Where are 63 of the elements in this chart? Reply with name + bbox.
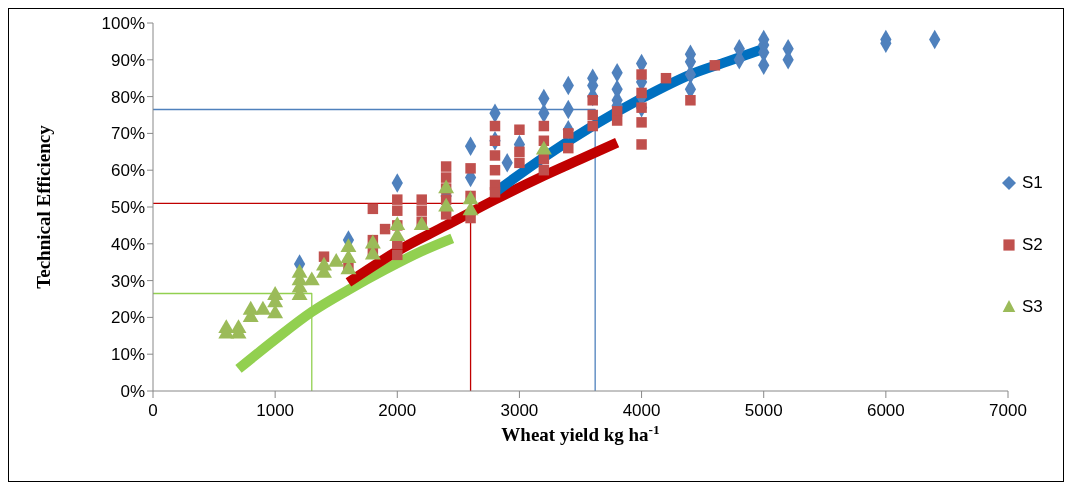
y-tick-label: 50% (110, 198, 145, 218)
point (538, 120, 550, 132)
x-tick-label: 7000 (989, 401, 1027, 421)
point (563, 142, 574, 154)
point (416, 205, 427, 216)
y-tick-label: 60% (110, 161, 145, 181)
y-tick-label: 90% (110, 50, 145, 70)
point (636, 139, 647, 150)
point (367, 203, 379, 215)
y-axis-title: Technical Efficiency (33, 124, 54, 289)
x-tick-label: 1000 (256, 401, 295, 421)
y-tick-label: 80% (110, 87, 145, 107)
y-tick-label: 70% (110, 124, 145, 144)
point (440, 161, 452, 172)
point (438, 179, 455, 194)
x-tick-label: 6000 (866, 401, 905, 421)
legend-label: S1 (1022, 173, 1043, 193)
point (254, 300, 271, 315)
point (489, 135, 501, 146)
legend-label: S2 (1022, 235, 1043, 255)
point (489, 187, 501, 198)
point (587, 120, 598, 132)
point (438, 197, 455, 212)
x-tick-label: 4000 (622, 401, 661, 421)
point (636, 69, 647, 80)
y-tick-label: 10% (110, 345, 145, 365)
point (328, 253, 345, 267)
y-tick-label: 30% (110, 271, 145, 291)
point (636, 87, 647, 99)
point (489, 150, 501, 161)
y-tick-label: 100% (101, 14, 145, 34)
point (709, 60, 721, 71)
point (465, 163, 476, 174)
point (392, 205, 403, 216)
point (489, 164, 501, 176)
point (660, 72, 672, 84)
point (514, 124, 525, 135)
point (514, 157, 525, 169)
point (587, 109, 598, 121)
point (379, 223, 391, 235)
point (611, 115, 623, 126)
point (303, 271, 320, 286)
legend-label: S3 (1022, 297, 1043, 317)
point (389, 216, 406, 230)
point (392, 249, 403, 261)
point (636, 117, 647, 128)
y-tick-label: 40% (110, 234, 145, 254)
x-tick-label: 5000 (744, 401, 783, 421)
point (685, 95, 696, 106)
x-tick-label: 0 (148, 401, 158, 421)
y-tick-label: 20% (110, 308, 145, 328)
point (636, 102, 647, 113)
point (340, 238, 357, 253)
x-axis-title: Wheat yield kg ha$^{-1}$ (501, 421, 660, 445)
y-tick-label: 0% (120, 382, 145, 402)
point (514, 146, 525, 158)
point (440, 172, 452, 183)
point (489, 120, 501, 132)
point (416, 194, 427, 205)
x-tick-label: 2000 (378, 401, 417, 421)
x-tick-label: 3000 (500, 401, 539, 421)
point (538, 164, 550, 176)
point (392, 194, 403, 205)
